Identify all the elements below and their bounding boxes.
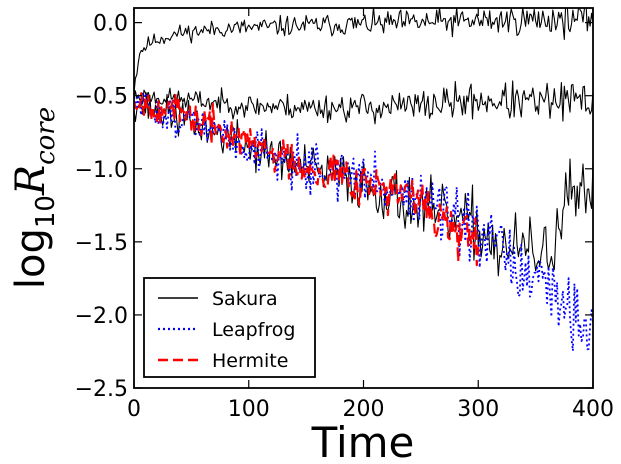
legend-label-hermite: Hermite	[212, 350, 288, 372]
series-line-hermite	[134, 92, 480, 267]
x-axis-ticks: 0 100 200 300 400	[127, 8, 614, 422]
y-tick-label: −2.5	[75, 377, 128, 402]
x-tick-label: 400	[572, 397, 614, 422]
series-line-sakura	[134, 8, 593, 93]
x-tick-label: 0	[127, 397, 141, 422]
series-line-sakura	[134, 80, 593, 125]
x-tick-label: 100	[228, 397, 270, 422]
y-tick-label: −1.0	[75, 158, 128, 183]
x-tick-label: 200	[343, 397, 385, 422]
y-axis-title-var: R	[8, 165, 54, 196]
series-layer	[134, 8, 593, 352]
legend-box	[143, 277, 316, 378]
series-line-leapfrog	[134, 92, 593, 352]
y-axis-title-base-sub: 10	[31, 195, 61, 228]
y-tick-label: −1.5	[75, 231, 128, 256]
y-axis-title-var-sub: core	[31, 107, 61, 165]
y-axis-title: log10Rcore	[8, 107, 61, 289]
svg-text:log10Rcore: log10Rcore	[8, 107, 61, 289]
legend: Sakura Leapfrog Hermite	[143, 277, 316, 378]
legend-label-leapfrog: Leapfrog	[212, 319, 295, 341]
y-tick-label: −2.0	[75, 304, 128, 329]
y-axis-ticks: 0.0 −0.5 −1.0 −1.5 −2.0 −2.5	[75, 12, 593, 402]
legend-label-sakura: Sakura	[212, 288, 278, 310]
y-axis-title-base: log	[8, 228, 54, 289]
x-tick-label: 300	[457, 397, 499, 422]
x-axis-title: Time	[311, 418, 415, 464]
y-tick-label: 0.0	[93, 12, 128, 37]
y-tick-label: −0.5	[75, 85, 128, 110]
